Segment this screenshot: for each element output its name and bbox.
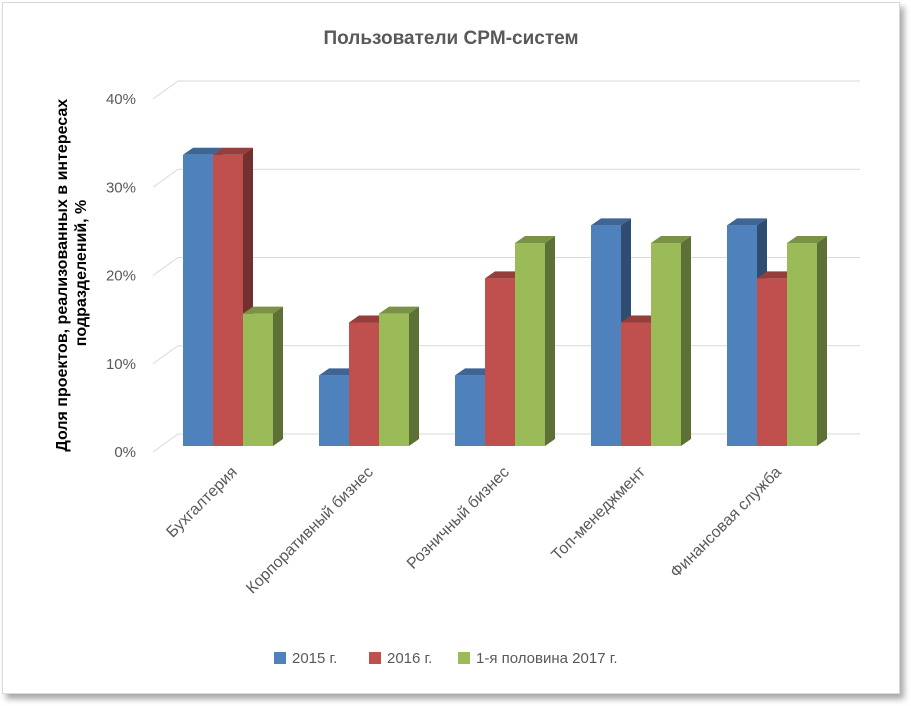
x-tick-label: Бухгалтерия: [163, 464, 240, 541]
legend-label: 2015 г.: [292, 650, 337, 667]
bar-front: [243, 313, 273, 446]
bar: [243, 306, 283, 446]
bar-front: [727, 225, 757, 446]
bar-front: [319, 375, 349, 446]
bar-front: [621, 322, 651, 446]
bar-top: [591, 218, 631, 226]
legend-label: 1-я половина 2017 г.: [476, 650, 618, 667]
bar-front: [757, 278, 787, 446]
bar: [787, 236, 827, 446]
bar-side: [817, 236, 827, 446]
legend-item: 2015 г.: [274, 650, 337, 667]
bar-top: [727, 218, 767, 226]
bar-top: [787, 236, 827, 244]
bar-front: [515, 243, 545, 446]
y-axis-ticks: 0% 10% 20% 30% 40%: [106, 91, 136, 461]
x-tick-label: Корпоративный бизнес: [243, 464, 376, 597]
bar-front: [651, 243, 681, 446]
y-axis-label-line2: подразделений, %: [73, 200, 90, 347]
y-tick-label: 10%: [106, 356, 136, 373]
bar-side: [681, 236, 691, 446]
y-tick-label: 30%: [106, 179, 136, 196]
y-tick-label: 20%: [106, 268, 136, 285]
bar-front: [379, 313, 409, 446]
chart-title: Пользователи CPM-систем: [323, 28, 578, 49]
bar-front: [213, 154, 243, 446]
legend-swatch: [274, 652, 286, 664]
legend-swatch: [458, 652, 470, 664]
bar-top: [651, 236, 691, 244]
legend-item: 2016 г.: [369, 650, 432, 667]
y-tick-label: 0%: [114, 444, 136, 461]
x-axis-ticks: Бухгалтерия Корпоративный бизнес Розничный…: [163, 463, 784, 597]
bar-top: [379, 306, 419, 314]
bars: [183, 147, 827, 446]
bar-side: [409, 306, 419, 446]
legend-item: 1-я половина 2017 г.: [458, 650, 618, 667]
x-tick-label: Финансовая служба: [667, 464, 785, 582]
y-tick-label: 40%: [106, 91, 136, 108]
bar-front: [455, 375, 485, 446]
legend-swatch: [369, 652, 381, 664]
bar-front: [183, 154, 213, 446]
bar-chart: Пользователи CPM-систем Доля проектов, р…: [54, 28, 860, 667]
bar: [515, 236, 555, 446]
gridline: [152, 257, 860, 276]
bar-top: [183, 147, 223, 155]
bar-side: [545, 236, 555, 446]
bar-front: [485, 278, 515, 446]
x-tick-label: Топ-менеджмент: [549, 463, 650, 564]
bar-front: [787, 243, 817, 446]
legend: 2015 г. 2016 г. 1-я половина 2017 г.: [274, 650, 618, 667]
bar: [651, 236, 691, 446]
x-tick-label: Розничный бизнес: [404, 464, 513, 573]
bar-side: [273, 306, 283, 446]
bar: [379, 306, 419, 446]
legend-label: 2016 г.: [387, 650, 432, 667]
y-axis-label-line1: Доля проектов, реализованных в интересах: [54, 99, 71, 452]
bar-top: [243, 306, 283, 314]
bar-front: [591, 225, 621, 446]
bar-top: [213, 147, 253, 155]
y-axis-label: Доля проектов, реализованных в интересах…: [54, 94, 90, 451]
chart-frame: Пользователи CPM-систем Доля проектов, р…: [2, 2, 900, 694]
bar-top: [515, 236, 555, 244]
gridline: [152, 168, 860, 188]
gridline: [152, 80, 860, 100]
bar-front: [349, 322, 379, 446]
